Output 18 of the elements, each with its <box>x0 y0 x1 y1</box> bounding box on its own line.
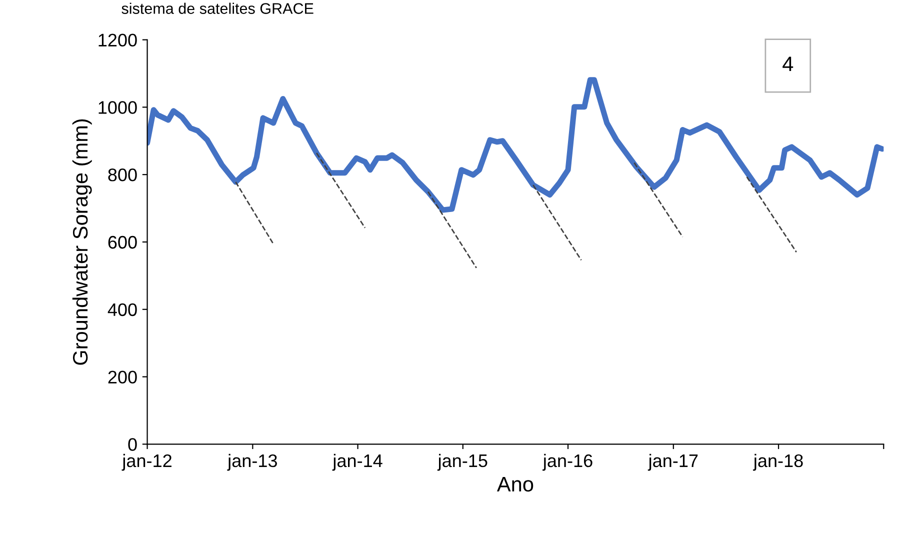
x-tick-label: jan-12 <box>122 454 172 471</box>
text: sistema de satelites GRACE <box>122 2 314 14</box>
y-tick-label: 1200 <box>98 34 137 47</box>
y-tick-label: 1000 <box>98 101 137 114</box>
y-tick-label: 400 <box>108 303 137 316</box>
x-tick-label: jan-13 <box>227 454 277 471</box>
x-axis-title: Ano <box>496 477 534 492</box>
x-tick-label: jan-15 <box>437 454 488 471</box>
y-tick-label: 0 <box>128 438 137 451</box>
x-tick-label: jan-16 <box>542 454 592 471</box>
y-tick-label: 800 <box>108 168 137 182</box>
y-tick-label: 200 <box>108 370 137 384</box>
y-tick-label: 600 <box>108 236 137 249</box>
x-tick-label: jan-14 <box>332 454 382 471</box>
x-tick-label: jan-18 <box>752 454 803 471</box>
y-axis-title: Groundwater Sorage (mm) <box>72 119 92 365</box>
annotation: 4 <box>782 56 794 72</box>
x-tick-label: jan-17 <box>648 454 698 471</box>
